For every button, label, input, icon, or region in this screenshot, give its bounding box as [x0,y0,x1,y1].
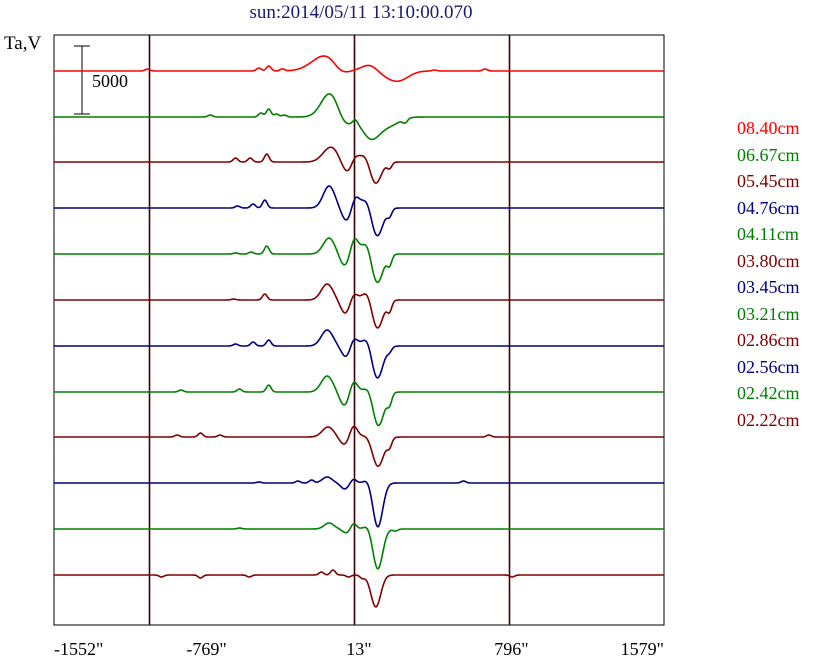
legend-item-05.45cm: 05.45cm [737,171,800,191]
chart-title: sun:2014/05/11 13:10:00.070 [249,2,473,23]
legend-item-02.42cm: 02.42cm [737,383,800,403]
x-tick-label-4: 796" [494,639,528,659]
legend-item-02.56cm: 02.56cm [737,356,800,377]
series-line-02.86cm [54,425,664,468]
series-line-02.56cm [54,476,664,528]
legend-item-06.67cm: 06.67cm [737,144,800,165]
x-tick-label-2: -769" [186,639,226,659]
series-line-08.40cm [54,55,664,83]
series-line-04.76cm [54,185,664,237]
chart-plot: 5000 -1552" -769" 13" 796" 1579" [53,34,665,659]
series-line-03.45cm [54,329,664,379]
series-line-02.42cm [54,522,664,570]
x-tick-label-3: 13" [346,639,371,659]
scale-bar-label: 5000 [92,71,128,91]
legend-item-03.80cm: 03.80cm [737,250,800,271]
legend-item-04.11cm: 04.11cm [737,224,799,244]
series-line-03.21cm [54,375,664,427]
legend-item-03.45cm: 03.45cm [737,277,800,297]
series-line-05.45cm [54,146,664,184]
series-line-06.67cm [54,93,664,141]
legend-item-08.40cm: 08.40cm [737,118,800,138]
legend-item-02.22cm: 02.22cm [737,409,800,430]
legend-item-02.86cm: 02.86cm [737,330,800,350]
plot-area [53,34,665,626]
legend-item-03.21cm: 03.21cm [737,303,800,324]
series-line-02.22cm [54,569,664,608]
series-line-03.80cm [54,283,664,329]
legend-item-04.76cm: 04.76cm [737,197,800,218]
x-tick-label-5: 1579" [621,639,664,659]
series-line-04.11cm [54,237,664,284]
y-axis-label: Ta,V [4,33,42,54]
x-tick-label-1: -1552" [54,639,103,659]
